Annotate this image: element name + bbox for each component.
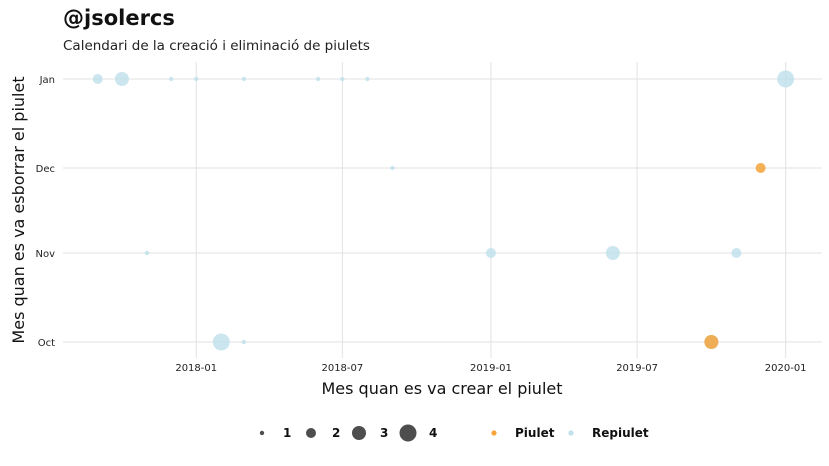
point-repiulet bbox=[485, 248, 496, 258]
legend-color-label: Piulet bbox=[515, 426, 555, 440]
legend: 1 2 3 4 Piulet Repiulet bbox=[259, 424, 649, 442]
x-axis-title: Mes quan es va crear el piulet bbox=[321, 379, 562, 398]
y-tick-label: Nov bbox=[35, 249, 55, 260]
point-repiulet bbox=[168, 76, 174, 82]
point-repiulet bbox=[194, 76, 199, 82]
x-tick-label: 2018-01 bbox=[175, 363, 217, 374]
point-repiulet bbox=[212, 333, 230, 351]
point-repiulet bbox=[777, 70, 795, 88]
page-title: @jsolercs bbox=[63, 6, 175, 30]
y-axis-ticks: Oct Nov Dec Jan bbox=[35, 75, 55, 349]
x-tick-label: 2019-01 bbox=[470, 363, 512, 374]
point-repiulet bbox=[731, 248, 742, 258]
point-repiulet bbox=[92, 74, 103, 84]
legend-size-label: 1 bbox=[283, 426, 291, 440]
legend-size-key bbox=[259, 430, 265, 436]
legend-size-label: 3 bbox=[380, 426, 388, 440]
legend-size-key bbox=[399, 424, 417, 442]
legend-color-key bbox=[491, 430, 497, 436]
data-points bbox=[92, 70, 795, 351]
legend-color-key bbox=[568, 430, 574, 436]
grid-lines bbox=[63, 62, 822, 358]
point-piulet bbox=[755, 163, 766, 173]
y-tick-label: Oct bbox=[38, 338, 55, 349]
legend-size-key bbox=[306, 428, 316, 438]
legend-color-label: Repiulet bbox=[592, 426, 649, 440]
point-repiulet bbox=[315, 76, 321, 82]
x-tick-label: 2020-01 bbox=[765, 363, 807, 374]
x-axis-ticks: 2018-01 2018-07 2019-01 2019-07 2020-01 bbox=[175, 363, 806, 374]
y-axis-title: Mes quan es va esborrar el piulet bbox=[9, 76, 28, 343]
legend-size-label: 2 bbox=[332, 426, 340, 440]
legend-size-key bbox=[352, 426, 366, 440]
point-repiulet bbox=[340, 76, 345, 82]
point-repiulet bbox=[144, 250, 150, 256]
y-tick-label: Jan bbox=[39, 75, 55, 86]
point-repiulet bbox=[390, 165, 395, 171]
x-tick-label: 2019-07 bbox=[616, 363, 658, 374]
y-tick-label: Dec bbox=[36, 164, 55, 175]
point-repiulet bbox=[365, 76, 370, 82]
point-piulet bbox=[704, 335, 719, 349]
point-repiulet bbox=[114, 72, 129, 86]
point-repiulet bbox=[605, 246, 620, 260]
legend-size-label: 4 bbox=[429, 426, 437, 440]
x-tick-label: 2018-07 bbox=[321, 363, 363, 374]
point-repiulet bbox=[241, 339, 247, 345]
point-repiulet bbox=[241, 76, 247, 82]
page-subtitle: Calendari de la creació i eliminació de … bbox=[63, 38, 370, 54]
